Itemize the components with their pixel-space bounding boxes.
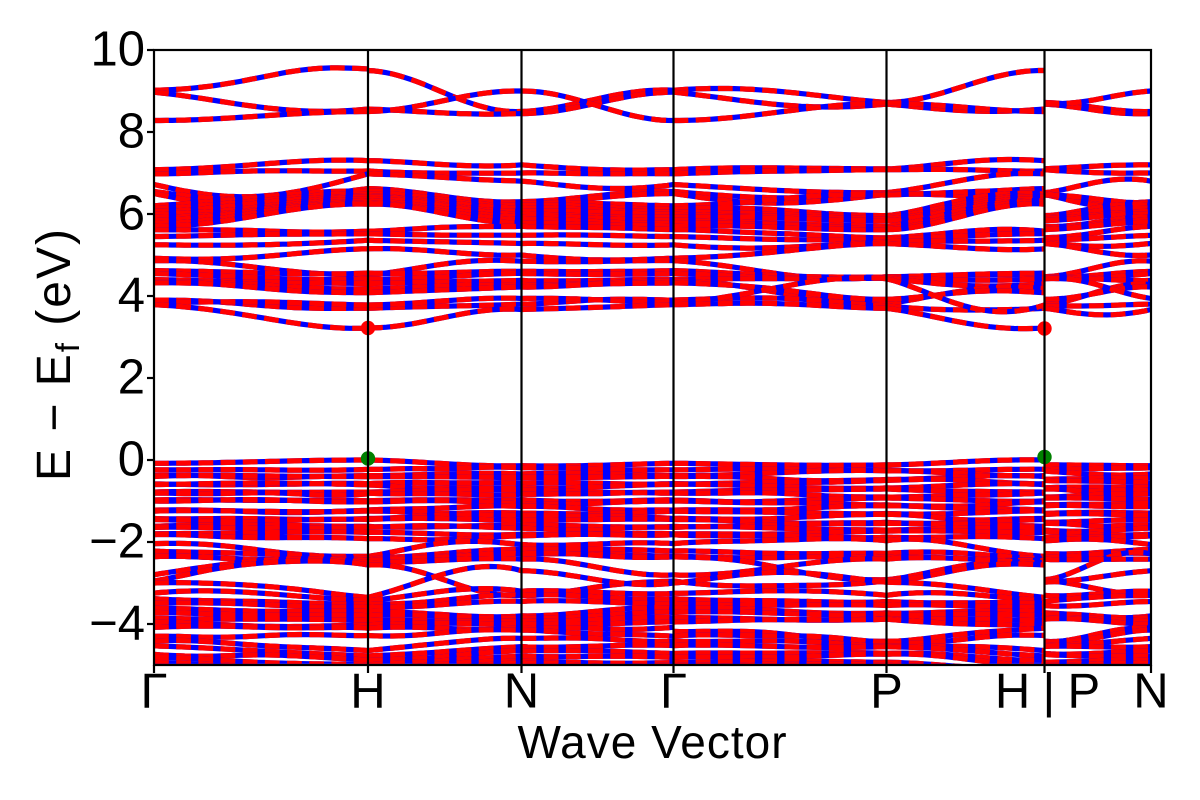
svg-text:−4: −4 — [89, 597, 145, 651]
svg-text:Γ: Γ — [141, 665, 168, 719]
svg-text:6: 6 — [118, 187, 145, 241]
svg-text:2: 2 — [118, 351, 145, 405]
svg-text:H: H — [350, 665, 385, 719]
svg-text:4: 4 — [118, 269, 145, 323]
svg-text:0: 0 — [118, 433, 145, 487]
svg-text:10: 10 — [90, 23, 145, 77]
svg-text:H | P: H | P — [995, 665, 1100, 719]
svg-text:8: 8 — [118, 105, 145, 159]
svg-text:Γ: Γ — [660, 665, 687, 719]
svg-text:P: P — [870, 665, 903, 719]
svg-text:Wave Vector: Wave Vector — [517, 716, 787, 768]
svg-text:N: N — [1133, 665, 1168, 719]
svg-text:E − Ef (eV): E − Ef (eV) — [28, 227, 86, 481]
svg-text:N: N — [504, 665, 539, 719]
svg-text:−2: −2 — [89, 515, 145, 569]
